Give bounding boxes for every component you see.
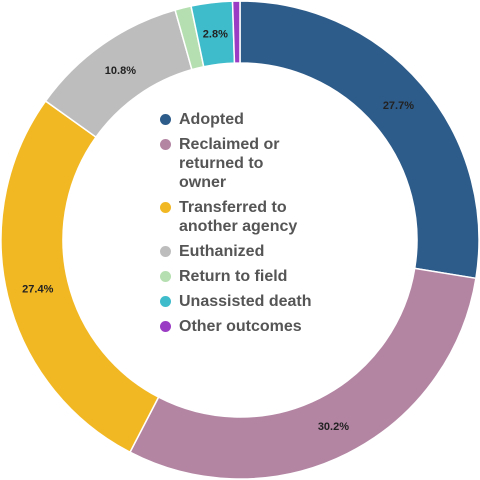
legend-label: Return to field — [179, 268, 288, 285]
legend-swatch — [160, 139, 171, 150]
data-labels: 27.7% 30.2% 27.4% 10.8% 2.8% — [22, 28, 414, 432]
data-label-adopted: 27.7% — [383, 100, 414, 112]
legend-swatch — [160, 296, 171, 307]
data-label-unassisted-death: 2.8% — [203, 28, 228, 40]
legend-swatch — [160, 271, 171, 282]
legend: Adopted Reclaimed or returned to owner Trans… — [160, 110, 360, 342]
legend-swatch — [160, 321, 171, 332]
legend-label: Transferred to another agency — [179, 199, 298, 235]
data-label-transferred-to-another-agency: 27.4% — [22, 284, 53, 296]
legend-item-other-outcomes: Other outcomes — [160, 317, 360, 336]
legend-swatch — [160, 246, 171, 257]
legend-item-reclaimed-or-returned-to-owner: Reclaimed or returned to owner — [160, 135, 360, 192]
legend-label: Unassisted death — [179, 293, 312, 310]
legend-item-adopted: Adopted — [160, 110, 360, 129]
legend-item-return-to-field: Return to field — [160, 267, 360, 286]
slice-reclaimed-or-returned-to-owner — [128, 267, 477, 480]
data-label-reclaimed-or-returned-to-owner: 30.2% — [318, 421, 349, 433]
legend-label: Euthanized — [179, 243, 265, 260]
legend-item-unassisted-death: Unassisted death — [160, 292, 360, 311]
legend-swatch — [160, 202, 171, 213]
slice-transferred-to-another-agency — [0, 99, 160, 454]
legend-label: Adopted — [179, 111, 244, 128]
legend-label: Reclaimed or returned to owner — [179, 136, 280, 191]
legend-item-euthanized: Euthanized — [160, 242, 360, 261]
legend-label: Other outcomes — [179, 318, 302, 335]
legend-swatch — [160, 114, 171, 125]
slice-adopted — [239, 0, 480, 280]
legend-item-transferred-to-another-agency: Transferred to another agency — [160, 198, 360, 236]
slice-other-outcomes — [231, 0, 241, 64]
data-label-euthanized: 10.8% — [105, 65, 136, 77]
